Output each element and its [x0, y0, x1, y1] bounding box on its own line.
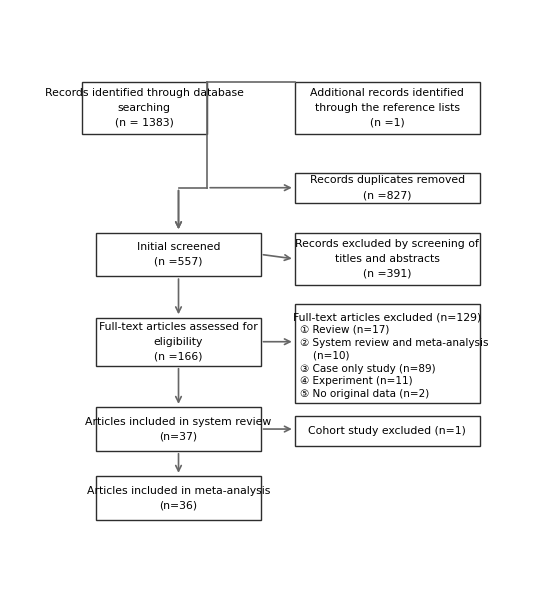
FancyBboxPatch shape — [96, 407, 261, 451]
Text: through the reference lists: through the reference lists — [315, 103, 460, 113]
Text: (n =166): (n =166) — [154, 352, 203, 361]
Text: Additional records identified: Additional records identified — [310, 88, 464, 99]
FancyBboxPatch shape — [96, 232, 261, 276]
FancyBboxPatch shape — [96, 476, 261, 520]
Text: Cohort study excluded (n=1): Cohort study excluded (n=1) — [309, 426, 466, 436]
Text: Records duplicates removed: Records duplicates removed — [310, 176, 465, 185]
FancyBboxPatch shape — [295, 417, 480, 447]
FancyBboxPatch shape — [295, 82, 480, 134]
Text: (n = 1383): (n = 1383) — [115, 118, 174, 128]
Text: eligibility: eligibility — [154, 337, 203, 347]
Text: Articles included in meta-analysis: Articles included in meta-analysis — [87, 485, 270, 496]
Text: ③ Case only study (n=89): ③ Case only study (n=89) — [300, 364, 436, 374]
Text: ① Review (n=17): ① Review (n=17) — [300, 325, 389, 335]
Text: (n =557): (n =557) — [154, 257, 203, 267]
Text: Full-text articles assessed for: Full-text articles assessed for — [99, 322, 258, 332]
Text: (n=36): (n=36) — [160, 500, 197, 510]
Text: (n =1): (n =1) — [370, 118, 405, 128]
FancyBboxPatch shape — [96, 318, 261, 366]
Text: Initial screened: Initial screened — [137, 242, 220, 252]
Text: (n=37): (n=37) — [160, 432, 197, 441]
Text: (n=10): (n=10) — [300, 350, 349, 361]
Text: Full-text articles excluded (n=129): Full-text articles excluded (n=129) — [293, 312, 481, 322]
Text: Records identified through database: Records identified through database — [45, 88, 244, 99]
Text: ④ Experiment (n=11): ④ Experiment (n=11) — [300, 377, 412, 386]
Text: searching: searching — [118, 103, 171, 113]
FancyBboxPatch shape — [295, 304, 480, 402]
Text: titles and abstracts: titles and abstracts — [335, 254, 440, 264]
Text: ⑤ No original data (n=2): ⑤ No original data (n=2) — [300, 389, 429, 399]
FancyBboxPatch shape — [295, 232, 480, 285]
Text: (n =391): (n =391) — [363, 269, 411, 279]
Text: (n =827): (n =827) — [363, 190, 411, 200]
Text: ② System review and meta-analysis: ② System review and meta-analysis — [300, 338, 488, 348]
Text: Articles included in system review: Articles included in system review — [85, 417, 272, 427]
FancyBboxPatch shape — [81, 82, 207, 134]
FancyBboxPatch shape — [295, 173, 480, 202]
Text: Records excluded by screening of: Records excluded by screening of — [295, 239, 479, 250]
